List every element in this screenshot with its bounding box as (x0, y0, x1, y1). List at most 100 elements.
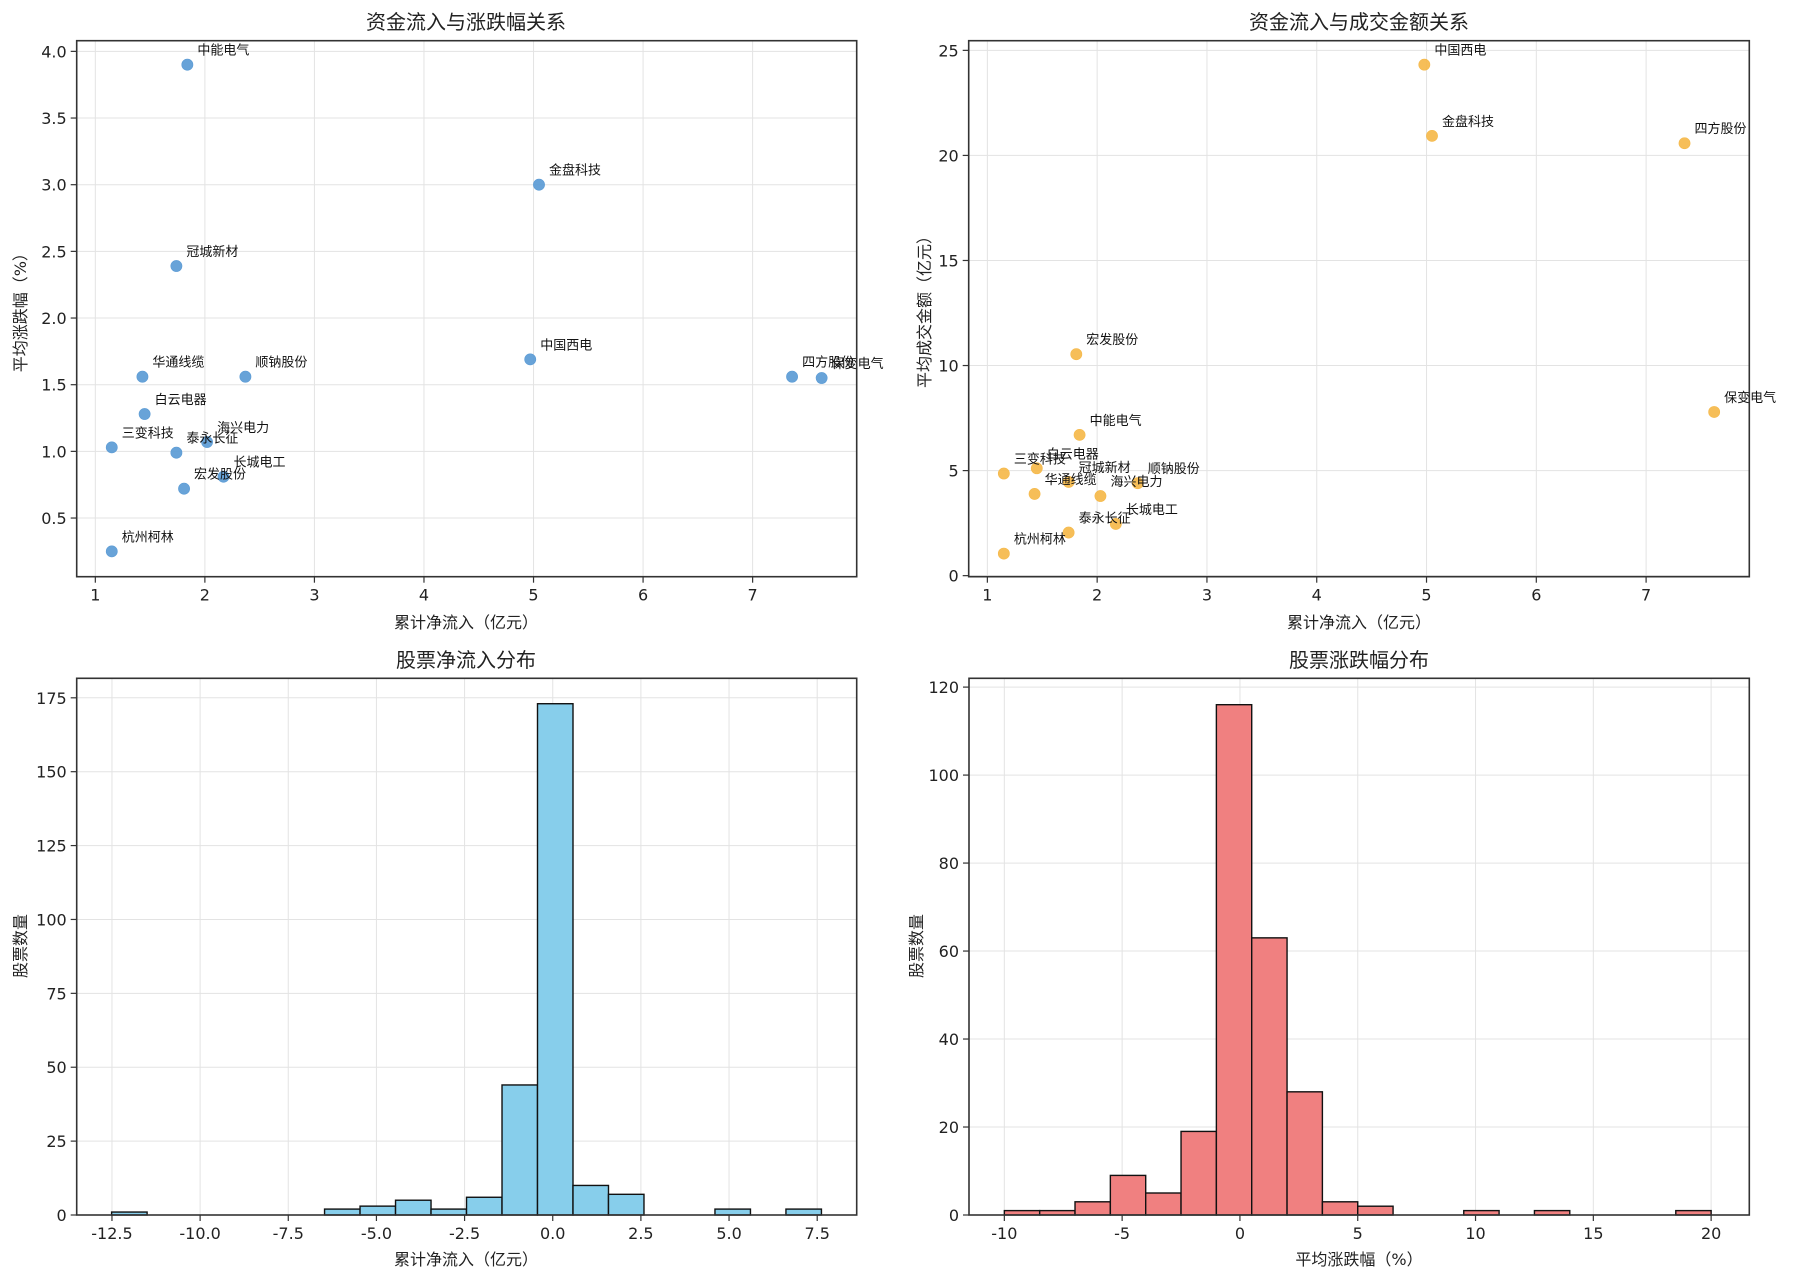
histogram-bar (1074, 1201, 1112, 1216)
point-label: 中能电气 (197, 43, 249, 59)
y-axis-label: 股票数量 (907, 914, 926, 978)
histogram-bar (323, 1208, 361, 1216)
data-point (1094, 490, 1107, 502)
data-point (178, 482, 190, 495)
point-label: 金盘科技 (1442, 114, 1494, 130)
axes-frame (75, 677, 858, 1216)
histogram-bar (1286, 1091, 1324, 1216)
point-label: 顺钠股份 (255, 356, 307, 371)
data-point (136, 370, 149, 383)
point-label: 保变电气 (832, 356, 884, 372)
data-point (1109, 518, 1122, 530)
point-label: 四方股份 (1695, 121, 1747, 137)
y-tick-label: 0 (949, 1206, 959, 1225)
x-tick-label: 5 (1353, 1224, 1363, 1243)
axis-ticks: 1 2 3 4 5 6 7 0.5 1.0 1.5 2.0 2.5 3.0 3.5 4.0 (41, 42, 757, 604)
point-label: 泰永长征 (186, 432, 238, 447)
panel-inflow-vs-turnover: 资金流入与成交金额关系 累计净流入（亿元） 平均成交金额（亿元） 中国西电金盘科… (915, 10, 1776, 632)
data-point (170, 446, 183, 459)
histogram-bar (1357, 1205, 1394, 1216)
x-tick-label: 1 (90, 586, 100, 605)
point-label: 杭州柯林 (122, 530, 174, 545)
histogram-bar (1144, 1192, 1182, 1216)
y-tick-label: 1.0 (41, 442, 66, 461)
data-point (524, 353, 537, 366)
data-point (815, 372, 828, 384)
y-tick-label: 120 (928, 678, 959, 697)
x-tick-label: 6 (638, 586, 648, 605)
data-point (217, 470, 230, 483)
x-axis-label: 累计净流入（亿元） (394, 1250, 538, 1269)
histogram-bar (465, 1196, 503, 1216)
y-tick-label: 75 (46, 984, 66, 1003)
y-axis-label: 股票数量 (11, 914, 30, 978)
data-point (533, 178, 545, 191)
point-label: 中国西电 (540, 338, 592, 353)
data-point (1708, 406, 1721, 418)
histogram-bar (359, 1205, 397, 1216)
x-tick-label: -5 (1114, 1224, 1130, 1243)
y-tick-label: 100 (928, 766, 959, 785)
panel-change-histogram: 股票涨跌幅分布 平均涨跌幅（%） 股票数量 -10 -5 0 5 10 15 20 0 20 40… (907, 648, 1751, 1269)
histogram-bar (1109, 1174, 1147, 1216)
y-tick-label: 2.0 (41, 309, 66, 328)
y-tick-label: 100 (36, 910, 67, 929)
data-point (239, 370, 252, 383)
grid (76, 40, 857, 577)
y-tick-label: 1.5 (41, 376, 66, 395)
chart-title: 资金流入与成交金额关系 (1249, 10, 1469, 34)
point-label: 冠城新材 (1079, 460, 1131, 476)
y-tick-label: 2.5 (41, 242, 66, 261)
x-tick-label: 20 (1701, 1224, 1721, 1243)
x-tick-label: 5 (1421, 586, 1431, 605)
grid (969, 678, 1750, 1216)
histogram-bar (394, 1199, 432, 1216)
x-tick-label: 10 (1465, 1224, 1485, 1243)
y-tick-label: 10 (938, 357, 958, 376)
x-tick-label: 2 (200, 586, 210, 605)
x-tick-label: 15 (1583, 1224, 1603, 1243)
x-axis-label: 累计净流入（亿元） (1287, 613, 1431, 632)
chart-title: 股票净流入分布 (396, 648, 536, 672)
data-point (1426, 129, 1438, 142)
histogram-bar (572, 1184, 610, 1216)
data-point (138, 408, 151, 420)
y-tick-label: 150 (36, 763, 67, 782)
data-point (1062, 476, 1075, 488)
point-label: 四方股份 (802, 355, 854, 371)
y-axis-label: 平均成交金额（亿元） (915, 228, 934, 388)
grid (968, 40, 1750, 577)
x-tick-label: -5.0 (361, 1224, 392, 1243)
axis-ticks: -12.5 -10.0 -7.5 -5.0 -2.5 0.0 2.5 5.0 7.5 0 25 50 7… (36, 689, 830, 1243)
histogram-bar (1251, 937, 1288, 1216)
histogram-bar (1321, 1201, 1359, 1216)
y-tick-label: 15 (938, 251, 958, 270)
x-axis-label: 平均涨跌幅（%） (1295, 1250, 1422, 1269)
point-label: 三变科技 (122, 425, 174, 441)
data-point (786, 370, 798, 383)
x-tick-label: 4 (1312, 586, 1322, 605)
x-tick-label: 2.5 (628, 1224, 653, 1243)
y-tick-label: 125 (36, 837, 67, 856)
histogram-bar (714, 1208, 752, 1216)
x-tick-label: 7.5 (804, 1224, 829, 1243)
y-tick-label: 5 (949, 462, 959, 481)
y-tick-label: 4.0 (41, 42, 66, 61)
x-tick-label: 0 (1235, 1224, 1245, 1243)
axes-frame (968, 677, 1751, 1216)
data-point (1070, 348, 1083, 361)
data-point (1028, 488, 1041, 500)
data-point (201, 436, 213, 448)
histogram-bars (1003, 703, 1712, 1216)
y-tick-label: 0.5 (41, 509, 66, 528)
panel-inflow-histogram: 股票净流入分布 累计净流入（亿元） 股票数量 -12.5 -10.0 -7.5 -5.… (11, 648, 858, 1269)
histogram-bar (430, 1208, 468, 1216)
x-tick-label: -10.0 (179, 1224, 220, 1243)
x-tick-label: 7 (748, 586, 758, 605)
y-tick-label: 3.5 (41, 109, 66, 128)
data-point (1131, 477, 1144, 490)
point-label: 宏发股份 (194, 467, 246, 483)
chart-title: 资金流入与涨跌幅关系 (366, 10, 566, 34)
